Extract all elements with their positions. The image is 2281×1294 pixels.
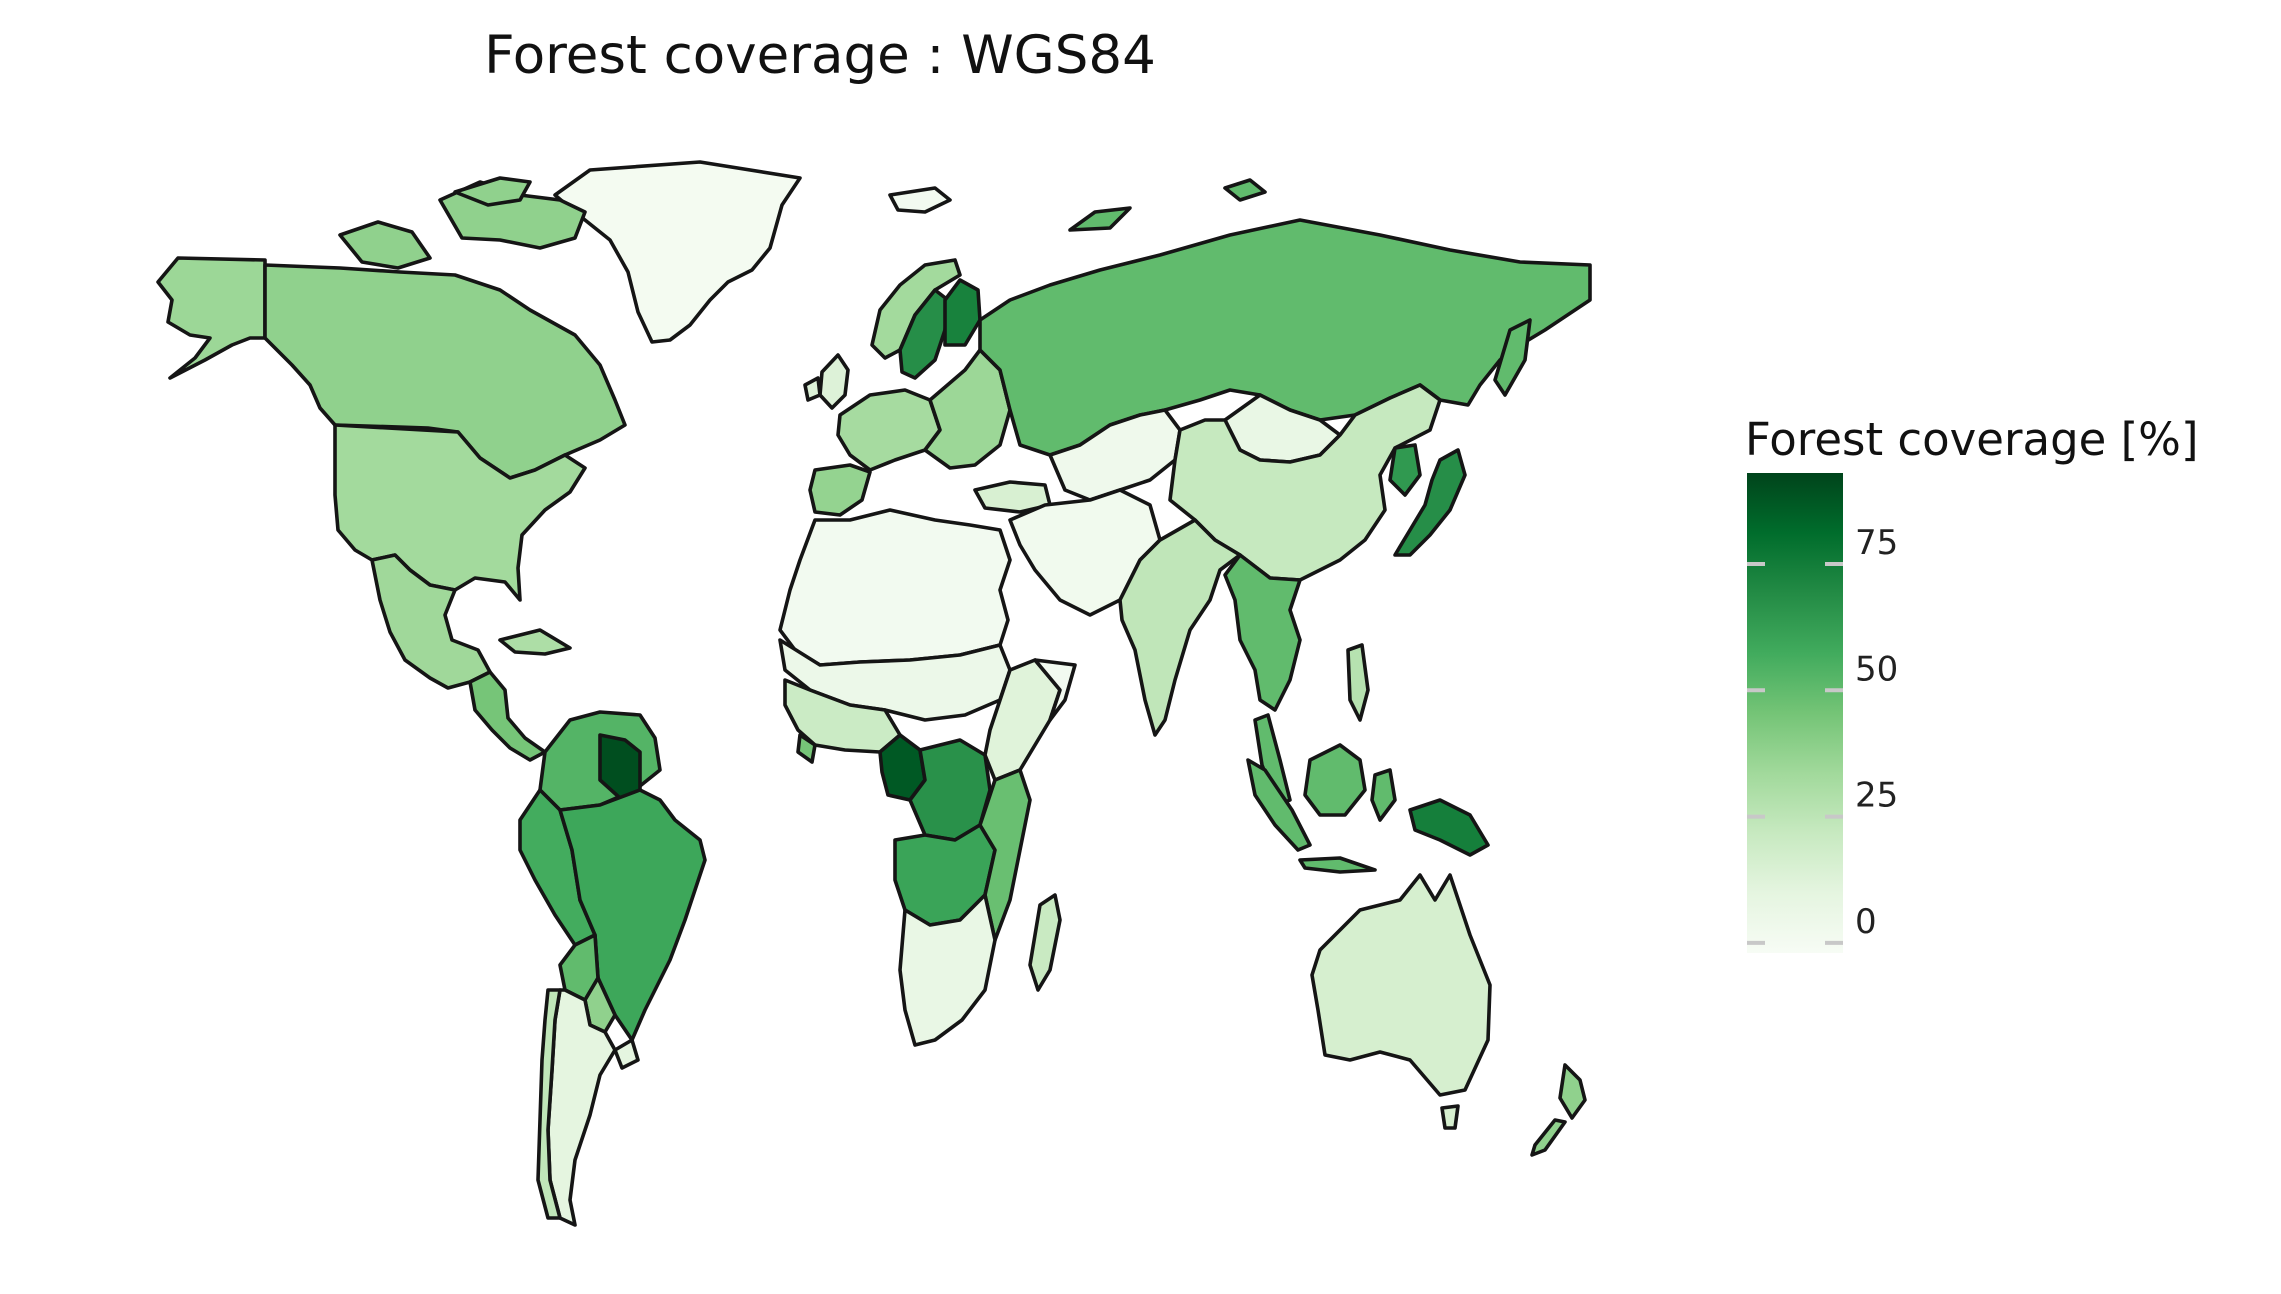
region-eastern-europe: [923, 348, 1012, 470]
region-russia-arctic: [1068, 206, 1132, 232]
map-title: Forest coverage : WGS84: [484, 25, 1156, 86]
region-mozambique: [978, 768, 1032, 942]
region-australia: [1310, 873, 1492, 1097]
region-greenland: [553, 160, 802, 344]
region-east-africa: [983, 658, 1062, 782]
region-liberia: [796, 733, 817, 764]
region-ireland: [803, 376, 822, 402]
region-brazil: [558, 788, 707, 1042]
region-alaska: [156, 256, 267, 380]
region-malaysia: [1253, 713, 1292, 807]
legend-ticks: 0 25 50 75: [1747, 523, 1898, 945]
legend-tick-label: 25: [1855, 776, 1898, 816]
region-southeast-asia: [1223, 553, 1302, 712]
region-sulawesi: [1370, 768, 1397, 822]
region-norway: [870, 258, 962, 360]
region-central-america: [468, 670, 547, 762]
region-canada-arctic: [453, 176, 532, 207]
map-regions: [156, 160, 1592, 1227]
legend-title: Forest coverage [%]: [1745, 413, 2199, 466]
region-philippines: [1346, 643, 1370, 722]
region-india: [1118, 518, 1242, 737]
region-russia-east: [1493, 318, 1532, 397]
region-southern-africa: [898, 893, 997, 1047]
region-uk: [818, 353, 850, 410]
region-japan: [1393, 448, 1467, 557]
region-caribbean: [498, 628, 572, 656]
region-western-europe: [836, 388, 942, 472]
region-russia-arctic: [1223, 178, 1267, 202]
region-north-africa: [778, 508, 1012, 667]
region-sumatra: [1246, 758, 1312, 852]
region-iberia: [808, 463, 872, 517]
region-png: [1408, 798, 1490, 857]
legend-tick-label: 75: [1855, 523, 1898, 563]
region-korea: [1388, 443, 1422, 497]
region-horn: [1033, 658, 1077, 722]
region-new-zealand: [1558, 1063, 1587, 1120]
region-tasmania: [1440, 1104, 1460, 1130]
legend: Forest coverage [%] 0 25 50 75: [1745, 413, 2199, 953]
region-canada-arctic: [338, 220, 432, 270]
region-chile: [536, 988, 562, 1220]
region-mexico: [370, 553, 492, 690]
legend-colorbar: [1747, 473, 1843, 953]
region-finland: [943, 278, 982, 347]
region-borneo: [1303, 743, 1367, 817]
region-madagascar: [1028, 893, 1062, 992]
legend-tick-label: 0: [1855, 902, 1877, 942]
region-iceland: [888, 186, 952, 214]
region-uruguay: [613, 1038, 640, 1070]
region-java: [1298, 856, 1377, 874]
region-new-zealand: [1530, 1118, 1567, 1157]
legend-tick-label: 50: [1855, 649, 1898, 689]
